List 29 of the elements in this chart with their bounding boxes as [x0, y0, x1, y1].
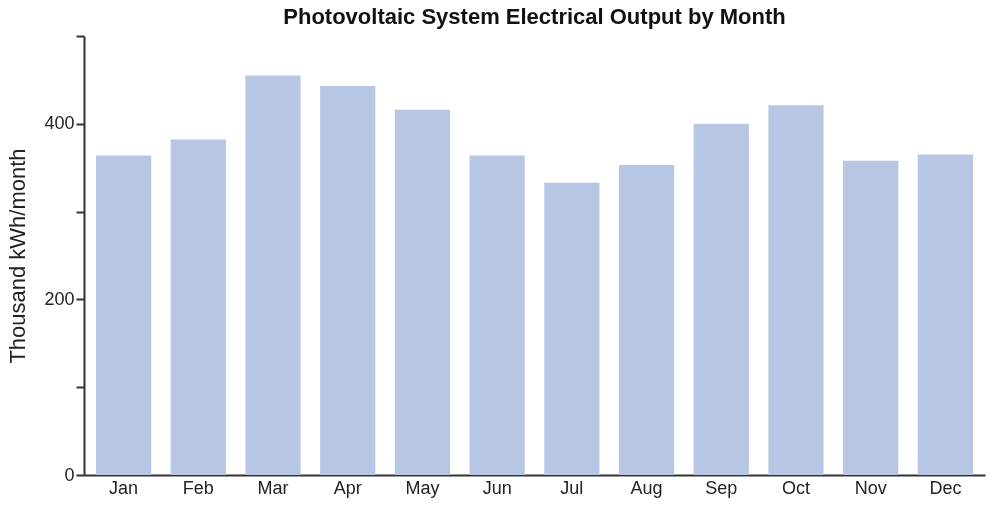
y-tick-label: 200: [44, 288, 75, 309]
x-tick-label: May: [405, 477, 440, 498]
bar: [469, 155, 525, 475]
y-tick-label: 0: [64, 464, 75, 485]
x-tick-label: Oct: [781, 477, 810, 498]
bar: [843, 160, 899, 475]
bar: [170, 139, 226, 475]
x-tick-label: Jun: [482, 477, 512, 498]
x-tick-label: Dec: [929, 477, 962, 498]
bar: [320, 86, 376, 475]
x-tick-label: Apr: [333, 477, 362, 498]
bar: [768, 105, 824, 475]
x-tick-label: Mar: [257, 477, 289, 498]
bar: [618, 165, 675, 475]
bar: [245, 75, 301, 475]
bar: [917, 154, 974, 475]
bar: [544, 182, 600, 475]
x-tick-label: Feb: [182, 477, 214, 498]
x-tick-label: Aug: [630, 477, 663, 498]
y-tick-label: 400: [44, 113, 75, 134]
bar: [693, 123, 749, 475]
bar: [95, 155, 152, 475]
x-tick-label: Jan: [109, 477, 139, 498]
bar: [394, 109, 451, 475]
x-tick-label: Sep: [705, 477, 738, 498]
y-axis-title: Thousand kWh/month: [5, 148, 31, 364]
chart-title: Photovoltaic System Electrical Output by Month: [283, 4, 786, 29]
x-tick-label: Jul: [560, 477, 584, 498]
x-tick-label: Nov: [854, 477, 887, 498]
